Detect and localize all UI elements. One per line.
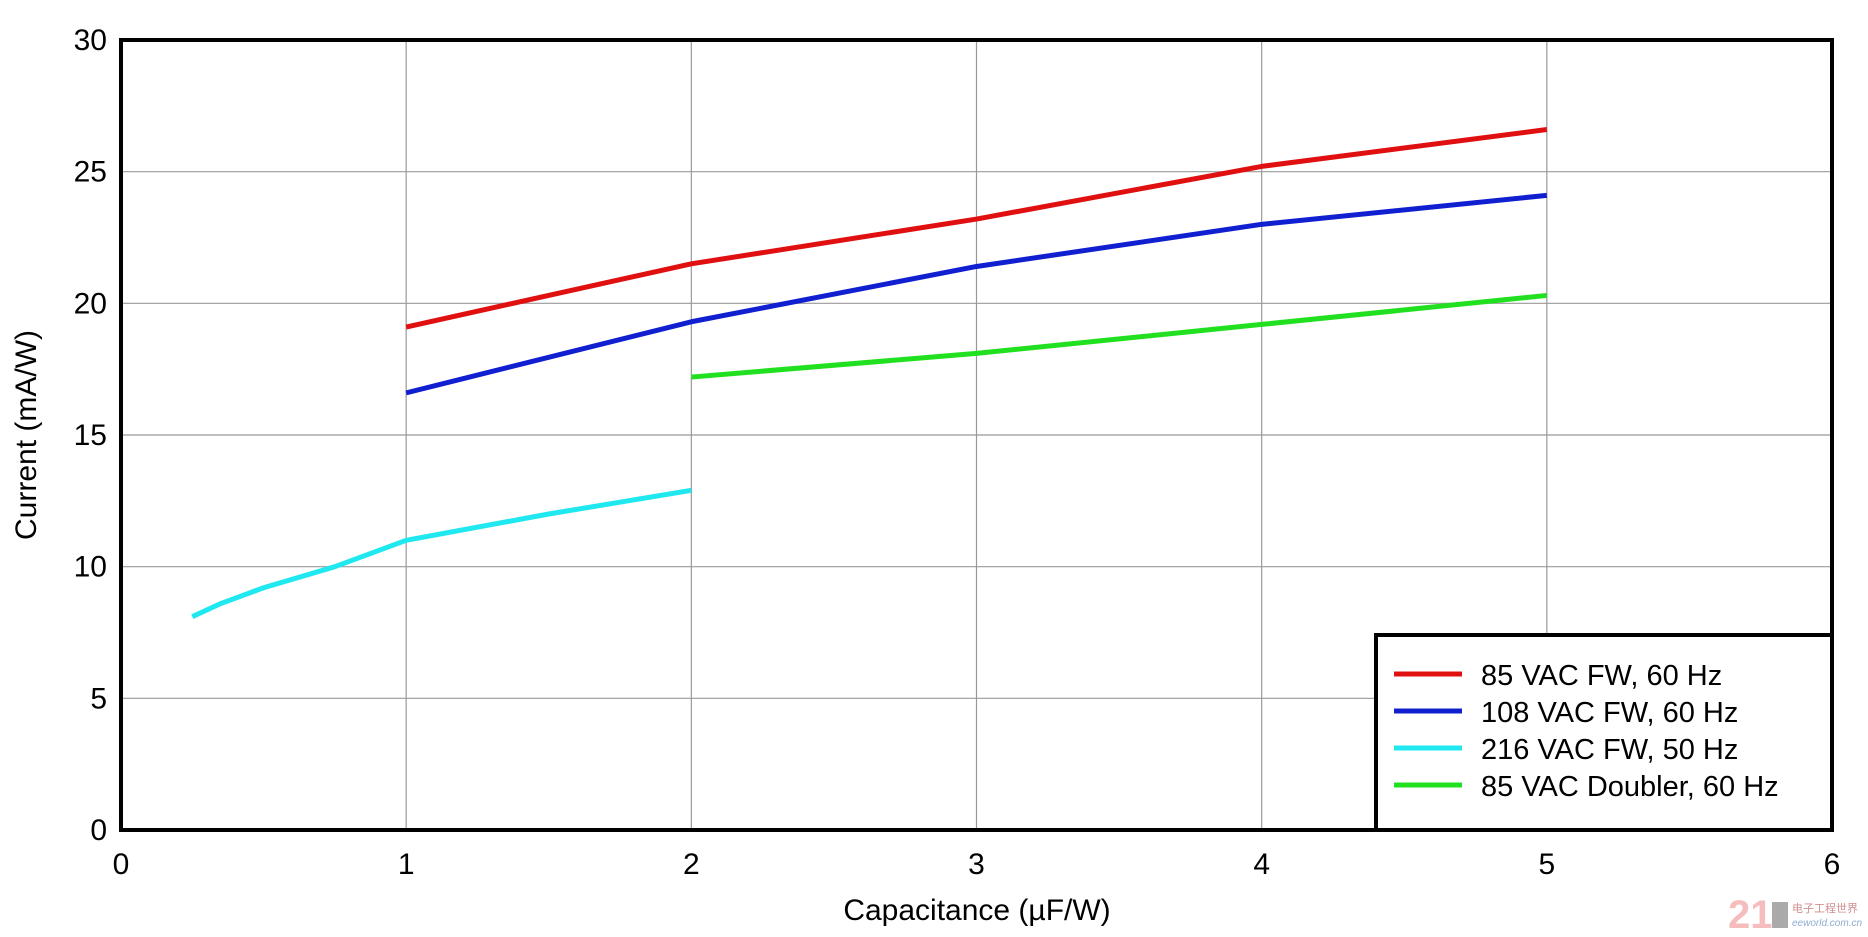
series-line-2: [405, 192, 1548, 396]
y-tick-label: 0: [90, 814, 107, 847]
x-tick-label: 4: [1253, 848, 1270, 881]
y-tick-label: 15: [74, 419, 107, 452]
svg-text:eeworld.com.cn: eeworld.com.cn: [1792, 918, 1862, 929]
plot-frame: [119, 38, 1834, 832]
series-line-1: [405, 127, 1548, 330]
series-line-3: [191, 487, 692, 619]
x-tick-label: 3: [968, 848, 985, 881]
legend-label: 108 VAC FW, 60 Hz: [1481, 697, 1738, 729]
x-tick-label: 1: [398, 848, 415, 881]
legend-label: 85 VAC FW, 60 Hz: [1481, 660, 1722, 692]
legend-box: [1374, 633, 1834, 832]
legend: 85 VAC FW, 60 Hz 108 VAC FW, 60 Hz 216 VAC…: [1374, 633, 1834, 832]
x-tick-label: 5: [1538, 848, 1555, 881]
y-tick-label: 5: [90, 682, 107, 715]
svg-text:电子工程世界: 电子工程世界: [1792, 902, 1858, 915]
x-tick-label: 2: [683, 848, 700, 881]
x-axis-label: Capacitance (µF/W): [843, 894, 1110, 927]
watermark-brand: 21: [1728, 893, 1773, 937]
series-line-4: [691, 292, 1548, 380]
y-tick-label: 10: [74, 551, 107, 584]
y-tick-label: 30: [74, 24, 107, 57]
legend-label: 85 VAC Doubler, 60 Hz: [1481, 771, 1779, 803]
y-tick-label: 25: [74, 156, 107, 189]
x-tick-label: 0: [113, 848, 130, 881]
tick-labels: 0 1 2 3 4 5 6 0 5 10 15 20 25 30: [74, 24, 1841, 881]
legend-label: 216 VAC FW, 50 Hz: [1481, 734, 1738, 766]
x-tick-label: 6: [1824, 848, 1841, 881]
watermark-logo: 21 电子工程世界 eeworld.com.cn: [1728, 893, 1862, 937]
y-tick-label: 20: [74, 287, 107, 320]
y-axis-label: Current (mA/W): [10, 330, 43, 540]
series-lines: [191, 127, 1548, 619]
